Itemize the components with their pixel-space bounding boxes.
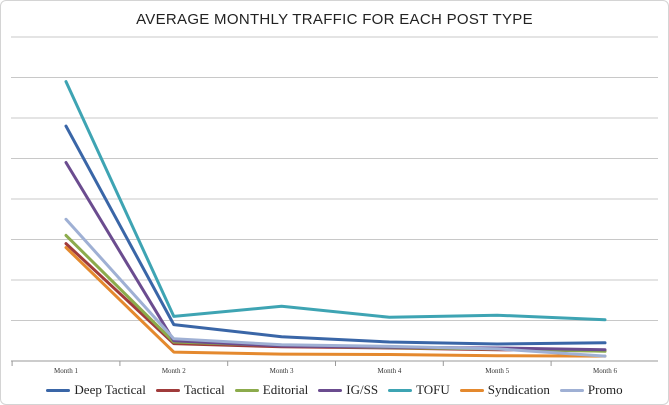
legend-label: TOFU: [416, 382, 450, 397]
legend-swatch: [234, 388, 259, 392]
legend-label: Promo: [587, 382, 623, 397]
x-tick-label: Month 3: [270, 367, 294, 375]
x-tick-label: Month 2: [162, 367, 186, 375]
legend-label: Deep Tactical: [74, 382, 146, 397]
series-line-syndication: [64, 246, 607, 358]
legend-label: Tactical: [183, 382, 225, 397]
legend-item: Tactical: [155, 382, 225, 398]
legend-item: Deep Tactical: [46, 382, 146, 398]
legend-item: TOFU: [388, 382, 450, 398]
legend-label: Editorial: [262, 382, 309, 397]
legend-label: Syndication: [487, 382, 550, 397]
legend-swatch: [388, 388, 413, 392]
x-tick-label: Month 4: [377, 367, 401, 375]
series-line-tofu: [64, 80, 607, 322]
x-tick-label: Month 6: [593, 367, 617, 375]
legend-swatch: [459, 388, 484, 392]
legend-item: IG/SS: [318, 382, 378, 398]
legend-item: Promo: [559, 382, 623, 398]
legend-swatch: [559, 388, 584, 392]
x-tick-label: Month 5: [485, 367, 509, 375]
legend-swatch: [318, 388, 343, 392]
x-tick-label: Month 1: [54, 367, 78, 375]
legend-item: Editorial: [234, 382, 309, 398]
series-line-deep-tactical: [64, 124, 607, 346]
legend-swatch: [155, 388, 180, 392]
chart-legend: Deep Tactical Tactical Editorial IG/SS TOFU S…: [1, 382, 668, 398]
chart-title: AVERAGE MONTHLY TRAFFIC FOR EACH POST TY…: [136, 11, 533, 28]
legend-item: Syndication: [459, 382, 550, 398]
legend-swatch: [46, 388, 71, 392]
legend-label: IG/SS: [346, 382, 379, 397]
series-line-promo: [64, 217, 607, 358]
